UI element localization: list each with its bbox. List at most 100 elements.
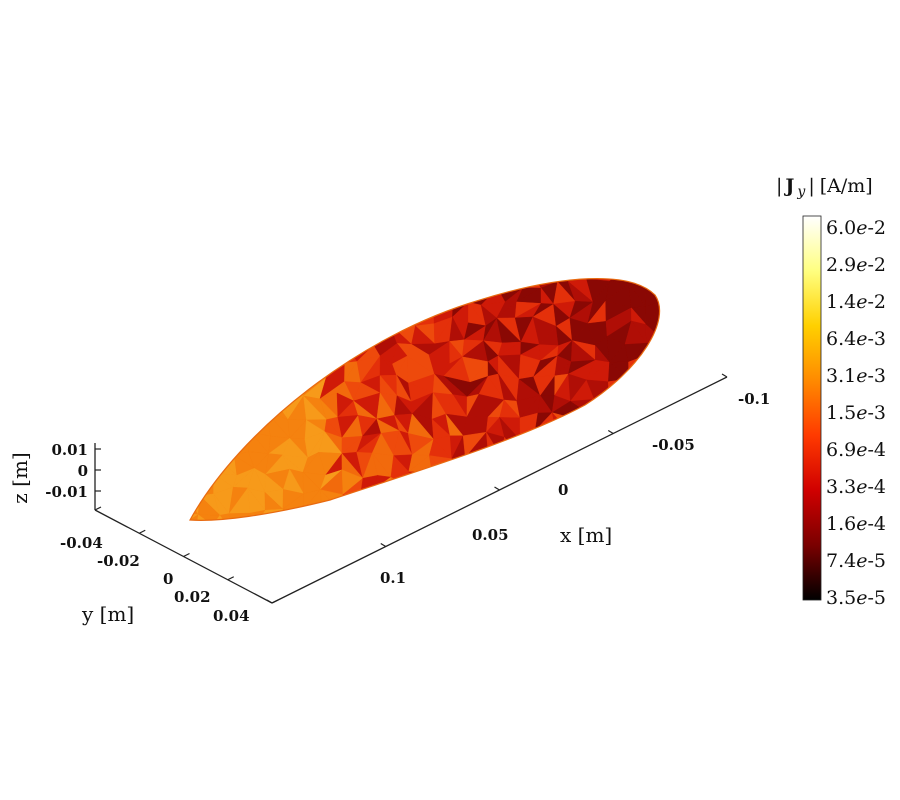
- surface-facet: [447, 458, 466, 479]
- surface-facet: [215, 306, 234, 319]
- surface-facet: [190, 375, 202, 399]
- surface-facet: [656, 487, 660, 508]
- surface-body: [189, 278, 685, 521]
- colorbar-tick-label: 3.1e-3: [826, 365, 886, 387]
- surface-facet: [270, 283, 288, 301]
- surface-facet: [247, 336, 268, 361]
- surface-facet: [306, 505, 328, 521]
- surface-facet: [195, 281, 218, 308]
- surface-facet: [356, 297, 379, 322]
- surface-facet: [398, 278, 414, 284]
- surface-facet: [289, 316, 311, 337]
- surface-facet: [190, 393, 202, 419]
- surface-facet: [662, 415, 680, 436]
- surface-facet: [550, 278, 574, 283]
- surface-facet: [625, 411, 642, 438]
- surface-facet: [531, 507, 555, 521]
- surface-facet: [428, 455, 453, 479]
- surface-facet: [303, 356, 325, 380]
- surface-facet: [190, 412, 202, 440]
- surface-facet: [200, 399, 220, 419]
- surface-facet: [522, 471, 543, 495]
- surface-facet: [190, 493, 200, 516]
- surface-facet: [194, 318, 216, 346]
- surface-facet: [661, 299, 681, 321]
- surface-facet: [190, 434, 204, 457]
- surface-facet: [356, 278, 374, 283]
- surface-facet: [621, 506, 648, 521]
- surface-facet: [248, 304, 271, 323]
- surface-facet: [464, 457, 486, 474]
- surface-facet: [591, 493, 612, 514]
- surface-facet: [200, 393, 212, 419]
- surface-facet: [190, 344, 195, 357]
- surface-facet: [485, 495, 499, 512]
- surface-facet: [567, 491, 595, 509]
- surface-facet: [211, 396, 236, 417]
- surface-facet: [629, 432, 646, 459]
- surface-facet: [269, 299, 290, 323]
- surface-facet: [497, 493, 524, 511]
- surface-facet: [464, 468, 486, 498]
- surface-facet: [657, 360, 660, 384]
- surface-facet: [192, 306, 218, 327]
- z-tick-label: 0: [78, 462, 88, 480]
- surface-facet: [390, 286, 417, 305]
- surface-facet: [464, 455, 489, 470]
- surface-facet: [357, 513, 374, 521]
- surface-facet: [190, 412, 195, 440]
- surface-facet: [627, 436, 640, 458]
- surface-facet: [269, 320, 290, 341]
- surface-facet: [213, 432, 231, 460]
- surface-facet: [372, 306, 391, 325]
- surface-facet: [287, 336, 311, 357]
- surface-facet: [570, 417, 595, 432]
- surface-facet: [286, 282, 310, 304]
- surface-facet: [321, 506, 338, 521]
- surface-facet: [252, 304, 271, 323]
- surface-facet: [657, 468, 660, 493]
- y-tick-label: 0: [163, 570, 173, 588]
- surface-facet: [497, 494, 524, 511]
- surface-facet: [531, 451, 552, 474]
- surface-facet: [607, 469, 623, 491]
- surface-facet: [309, 321, 323, 340]
- surface-facet: [426, 279, 454, 308]
- surface-facet: [389, 282, 417, 299]
- surface-facet: [640, 411, 660, 437]
- surface-facet: [407, 279, 427, 299]
- surface-facet: [318, 304, 344, 323]
- surface-facet: [190, 302, 201, 327]
- surface-facet: [408, 506, 430, 521]
- surface-facet: [447, 473, 466, 492]
- surface-facet: [303, 278, 326, 282]
- surface-facet: [270, 278, 291, 287]
- surface-facet: [335, 335, 358, 364]
- surface-facet: [628, 377, 648, 403]
- surface-facet: [270, 278, 288, 287]
- surface-facet: [624, 278, 647, 282]
- surface-facet: [266, 340, 290, 360]
- surface-facet: [342, 278, 364, 284]
- surface-facet: [218, 396, 237, 420]
- surface-facet: [394, 506, 409, 521]
- surface-facet: [536, 493, 555, 510]
- surface-facet: [532, 430, 552, 458]
- surface-facet: [253, 359, 273, 381]
- surface-facet: [216, 278, 239, 284]
- surface-facet: [433, 278, 454, 282]
- surface-facet: [484, 455, 502, 470]
- surface-facet: [645, 360, 660, 384]
- surface-facet: [198, 361, 220, 381]
- surface-facet: [666, 457, 685, 475]
- z-axis-label: z [m]: [8, 452, 32, 503]
- colorbar-tick-label: 6.0e-2: [826, 217, 886, 239]
- surface-facet: [190, 322, 201, 346]
- x-tick-label: -0.05: [652, 436, 695, 454]
- surface-facet: [645, 278, 660, 282]
- colorbar-tick-label: 6.9e-4: [826, 439, 886, 461]
- tick-mark: [227, 576, 235, 581]
- surface-facet: [202, 458, 219, 474]
- surface-facet: [610, 439, 629, 458]
- surface-facet: [202, 452, 219, 474]
